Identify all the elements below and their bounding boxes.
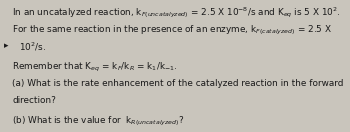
Text: In an uncatalyzed reaction, k$_{F(uncatalyzed)}$ = 2.5 X 10$^{-8}$/s and K$_{eq}: In an uncatalyzed reaction, k$_{F(uncata… bbox=[12, 5, 341, 20]
Text: ▸: ▸ bbox=[4, 41, 8, 50]
Text: For the same reaction in the presence of an enzyme, k$_{F(catalyzed)}$ = 2.5 X: For the same reaction in the presence of… bbox=[12, 24, 332, 37]
Text: 10$^{2}$/s.: 10$^{2}$/s. bbox=[19, 41, 46, 53]
Text: Remember that K$_{eq}$ = k$_F$/k$_R$ = k$_1$/k$_{-1}$.: Remember that K$_{eq}$ = k$_F$/k$_R$ = k… bbox=[12, 61, 178, 74]
Text: direction?: direction? bbox=[12, 96, 56, 105]
Text: (b) What is the value for  k$_{R(uncatalyzed)}$?: (b) What is the value for k$_{R(uncataly… bbox=[12, 115, 184, 128]
Text: (a) What is the rate enhancement of the catalyzed reaction in the forward: (a) What is the rate enhancement of the … bbox=[12, 79, 344, 88]
